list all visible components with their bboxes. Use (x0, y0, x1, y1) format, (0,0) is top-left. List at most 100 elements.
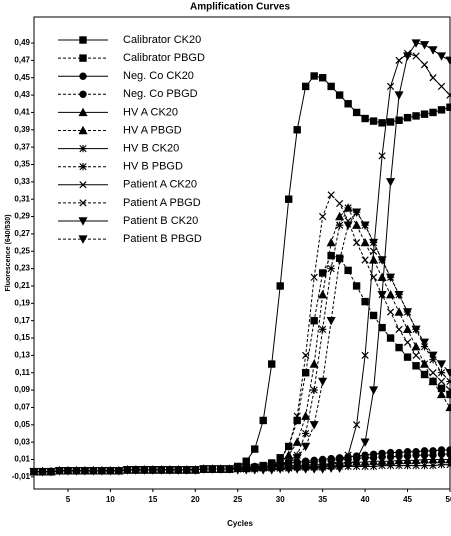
marker (318, 74, 327, 82)
marker (79, 163, 87, 171)
marker (301, 465, 311, 474)
marker (156, 466, 166, 475)
marker (344, 451, 352, 459)
marker (335, 256, 345, 265)
marker (302, 351, 310, 360)
marker (259, 416, 267, 425)
marker (436, 52, 447, 61)
marker (369, 255, 379, 264)
marker (446, 103, 451, 111)
marker (301, 442, 311, 452)
marker (326, 464, 336, 473)
marker (369, 117, 378, 125)
marker (395, 56, 403, 65)
marker (79, 90, 87, 99)
marker (190, 466, 200, 475)
y-tick-label: 0,25 (14, 246, 30, 255)
y-tick-label: 0,39 (14, 125, 30, 134)
marker (318, 325, 327, 334)
marker (429, 369, 437, 377)
marker (71, 467, 81, 476)
marker (336, 199, 344, 208)
marker (63, 467, 73, 476)
marker (420, 360, 429, 368)
marker (292, 465, 302, 474)
marker (173, 466, 183, 475)
marker (403, 338, 412, 346)
marker (386, 334, 395, 342)
marker (318, 289, 328, 299)
y-tick-label: 0,17 (14, 316, 30, 325)
marker (436, 389, 447, 399)
marker (377, 256, 387, 265)
legend-label: Calibrator PBGD (123, 52, 205, 64)
marker (352, 462, 361, 471)
marker (394, 91, 404, 100)
marker (327, 264, 335, 273)
y-tick-label: 0,01 (14, 455, 30, 464)
y-tick-label: 0,11 (15, 368, 31, 377)
y-tick-label: 0,35 (14, 160, 30, 169)
y-tick-label: 0,37 (14, 142, 30, 151)
marker (199, 465, 209, 474)
marker (318, 269, 327, 277)
marker (412, 52, 420, 60)
legend-label: Patient A PBGD (123, 197, 201, 209)
marker (411, 341, 421, 351)
marker (301, 82, 310, 91)
marker (369, 247, 378, 255)
marker (79, 199, 87, 207)
marker (436, 360, 447, 369)
marker (369, 238, 379, 248)
marker (445, 56, 451, 66)
marker (79, 36, 87, 44)
marker (310, 316, 318, 325)
x-tick-label: 25 (233, 495, 242, 504)
marker (88, 467, 98, 476)
legend-label: Calibrator CK20 (123, 34, 201, 46)
marker (105, 467, 115, 476)
marker (301, 369, 310, 377)
marker (360, 221, 370, 230)
marker (343, 221, 353, 230)
y-tick-label: 0,45 (14, 73, 30, 82)
legend-label: Patient B CK20 (123, 215, 198, 227)
marker (360, 237, 370, 247)
marker (378, 461, 386, 470)
marker (386, 289, 396, 299)
marker (446, 461, 451, 469)
marker (445, 402, 451, 412)
marker (79, 181, 87, 189)
marker (276, 282, 284, 290)
marker (165, 466, 175, 475)
marker (258, 463, 268, 473)
y-tick-label: 0,33 (14, 177, 30, 186)
marker (251, 445, 259, 453)
marker (241, 464, 251, 473)
marker (318, 377, 328, 387)
marker (377, 290, 387, 300)
marker (395, 116, 403, 124)
marker (369, 311, 378, 320)
y-tick-label: 0,23 (14, 264, 30, 273)
marker (412, 112, 420, 120)
legend-label: HV A PBGD (123, 124, 182, 136)
marker (233, 464, 243, 473)
marker (378, 323, 386, 332)
marker (412, 351, 420, 360)
marker (446, 91, 451, 99)
x-tick-label: 50 (446, 495, 451, 504)
marker (403, 353, 412, 361)
marker (352, 220, 362, 229)
marker (352, 108, 361, 117)
y-tick-label: 0,03 (14, 437, 30, 446)
marker (386, 461, 395, 470)
marker (284, 459, 294, 468)
marker (79, 72, 87, 80)
marker (54, 467, 65, 476)
marker (446, 386, 451, 394)
marker (403, 324, 413, 334)
marker (250, 464, 260, 473)
marker (216, 465, 226, 474)
marker (335, 91, 344, 99)
